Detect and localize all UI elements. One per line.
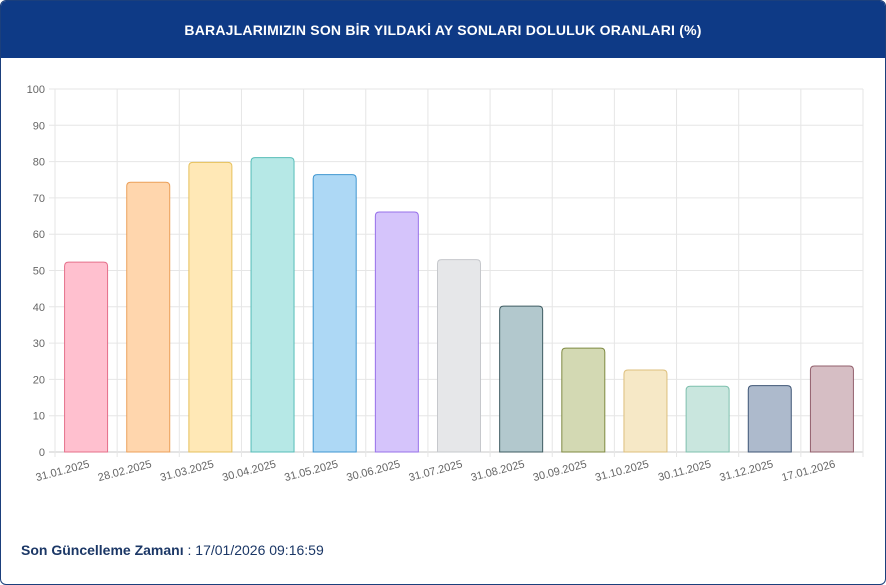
y-tick-label: 90 [33,120,45,132]
x-tick-label: 17.01.2026 [780,458,836,484]
x-tick-label: 31.10.2025 [594,458,650,484]
last-update-separator: : [183,542,196,558]
bar-30.11.2025 [685,385,730,453]
bar-28.02.2025 [126,181,171,453]
y-tick-label: 10 [33,411,45,423]
bar-chart: 0 10 20 30 40 50 60 70 80 90 100 31.01.2025 28.02.20… [27,84,864,484]
y-tick-label: 40 [33,302,45,314]
bar-31.07.2025 [437,259,481,453]
bar-31.10.2025 [623,369,668,453]
bar-30.09.2025 [561,347,606,453]
y-tick-label: 80 [33,157,45,169]
x-tick-label: 30.11.2025 [657,458,713,484]
bar-31.03.2025 [188,161,233,453]
x-tick-label: 31.05.2025 [283,458,339,484]
y-tick-label: 100 [27,84,45,96]
y-tick-label: 30 [33,338,45,350]
x-tick-label: 31.01.2025 [35,458,91,484]
bar-31.12.2025 [747,385,792,453]
bar-31.05.2025 [312,174,357,453]
x-tick-label: 30.09.2025 [532,458,588,484]
last-update: Son Güncelleme Zamanı : 17/01/2026 09:16… [21,542,324,558]
x-tick-label: 31.03.2025 [159,458,215,484]
bar-31.08.2025 [499,305,544,453]
bar-30.04.2025 [250,157,295,453]
x-tick-label: 30.04.2025 [221,458,277,484]
y-tick-label: 50 [33,266,45,278]
y-tick-label: 20 [33,374,45,386]
y-tick-label: 0 [39,447,45,459]
x-tick-label: 31.07.2025 [407,458,463,484]
chart-header: BARAJLARIMIZIN SON BİR YILDAKİ AY SONLAR… [1,1,885,58]
x-tick-label: 30.06.2025 [345,458,401,484]
bar-30.06.2025 [374,211,419,453]
y-tick-label: 60 [33,229,45,241]
chart-title: BARAJLARIMIZIN SON BİR YILDAKİ AY SONLAR… [184,21,702,38]
last-update-label: Son Güncelleme Zamanı [21,542,184,558]
y-tick-label: 70 [33,193,45,205]
x-tick-label: 31.08.2025 [470,458,526,484]
x-tick-label: 31.12.2025 [718,458,774,484]
bar-17.01.2026 [809,365,854,453]
last-update-value: 17/01/2026 09:16:59 [195,542,324,558]
x-tick-label: 28.02.2025 [97,458,153,484]
bar-31.01.2025 [64,261,109,453]
